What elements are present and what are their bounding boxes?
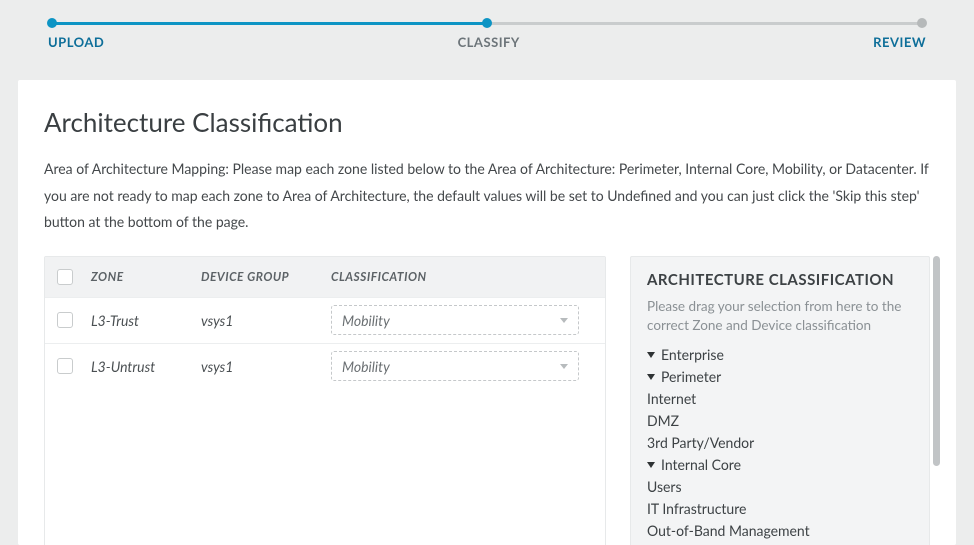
cell-device-group: vsys1 bbox=[201, 312, 331, 329]
page-description: Area of Architecture Mapping: Please map… bbox=[44, 156, 930, 236]
stepper-dot-classify[interactable] bbox=[482, 18, 492, 28]
wizard-stepper: UPLOAD CLASSIFY REVIEW bbox=[0, 0, 974, 58]
chevron-down-icon bbox=[560, 364, 568, 369]
row-checkbox[interactable] bbox=[57, 358, 73, 374]
classification-select[interactable]: Mobility bbox=[331, 351, 579, 381]
row-checkbox-cell bbox=[57, 312, 91, 328]
triangle-down-icon[interactable] bbox=[647, 462, 655, 468]
table-row: L3-Trust vsys1 Mobility bbox=[45, 297, 605, 343]
table-header: ZONE DEVICE GROUP CLASSIFICATION bbox=[45, 257, 605, 297]
tree-label: Perimeter bbox=[661, 368, 721, 385]
col-header-zone: ZONE bbox=[91, 269, 201, 284]
zones-table: ZONE DEVICE GROUP CLASSIFICATION L3-Trus… bbox=[44, 256, 606, 545]
cell-device-group: vsys1 bbox=[201, 358, 331, 375]
step-label-upload[interactable]: UPLOAD bbox=[48, 34, 104, 50]
stepper-line-progress bbox=[52, 22, 487, 25]
panel-title: ARCHITECTURE CLASSIFICATION bbox=[647, 271, 913, 289]
tree-leaf-dmz[interactable]: DMZ bbox=[647, 410, 913, 432]
stepper-dot-review[interactable] bbox=[917, 18, 927, 28]
page-title: Architecture Classification bbox=[44, 106, 930, 138]
classification-value: Mobility bbox=[342, 312, 390, 329]
tree-node-perimeter[interactable]: Perimeter bbox=[647, 366, 913, 388]
classification-panel-container: ARCHITECTURE CLASSIFICATION Please drag … bbox=[630, 256, 930, 545]
cell-classification: Mobility bbox=[331, 305, 593, 335]
tree-leaf-internet[interactable]: Internet bbox=[647, 388, 913, 410]
triangle-down-icon[interactable] bbox=[647, 374, 655, 380]
classification-value: Mobility bbox=[342, 358, 390, 375]
classification-panel: ARCHITECTURE CLASSIFICATION Please drag … bbox=[630, 256, 930, 545]
header-checkbox-cell bbox=[57, 269, 91, 285]
tree-leaf-3rd-party-vendor[interactable]: 3rd Party/Vendor bbox=[647, 432, 913, 454]
col-header-classification: CLASSIFICATION bbox=[331, 269, 593, 284]
tree-label: Enterprise bbox=[661, 346, 724, 363]
scrollbar-thumb[interactable] bbox=[933, 256, 940, 466]
row-checkbox-cell bbox=[57, 358, 91, 374]
panel-scrollbar[interactable] bbox=[933, 256, 940, 545]
zones-table-container: ZONE DEVICE GROUP CLASSIFICATION L3-Trus… bbox=[44, 256, 606, 545]
row-checkbox[interactable] bbox=[57, 312, 73, 328]
table-empty-space bbox=[45, 389, 605, 545]
triangle-down-icon[interactable] bbox=[647, 352, 655, 358]
table-row: L3-Untrust vsys1 Mobility bbox=[45, 343, 605, 389]
stepper-labels: UPLOAD CLASSIFY REVIEW bbox=[48, 34, 926, 50]
main-card: Architecture Classification Area of Arch… bbox=[18, 80, 956, 545]
stepper-track bbox=[52, 18, 922, 28]
classification-select[interactable]: Mobility bbox=[331, 305, 579, 335]
tree-label: Internal Core bbox=[661, 456, 741, 473]
tree-leaf-users[interactable]: Users bbox=[647, 476, 913, 498]
step-label-classify[interactable]: CLASSIFY bbox=[458, 34, 520, 50]
step-label-review[interactable]: REVIEW bbox=[873, 34, 926, 50]
stepper-dot-upload[interactable] bbox=[47, 18, 57, 28]
panel-hint: Please drag your selection from here to … bbox=[647, 297, 913, 336]
tree-leaf-oob-management[interactable]: Out-of-Band Management bbox=[647, 520, 913, 542]
tree-node-enterprise[interactable]: Enterprise bbox=[647, 344, 913, 366]
select-all-checkbox[interactable] bbox=[57, 269, 73, 285]
content-row: ZONE DEVICE GROUP CLASSIFICATION L3-Trus… bbox=[44, 256, 930, 545]
classification-tree: Enterprise Perimeter Internet DMZ 3rd Pa… bbox=[647, 344, 913, 545]
chevron-down-icon bbox=[560, 318, 568, 323]
tree-node-internal-core[interactable]: Internal Core bbox=[647, 454, 913, 476]
col-header-device-group: DEVICE GROUP bbox=[201, 269, 331, 284]
cell-zone: L3-Trust bbox=[91, 312, 201, 329]
cell-classification: Mobility bbox=[331, 351, 593, 381]
tree-leaf-it-infrastructure[interactable]: IT Infrastructure bbox=[647, 498, 913, 520]
cell-zone: L3-Untrust bbox=[91, 358, 201, 375]
